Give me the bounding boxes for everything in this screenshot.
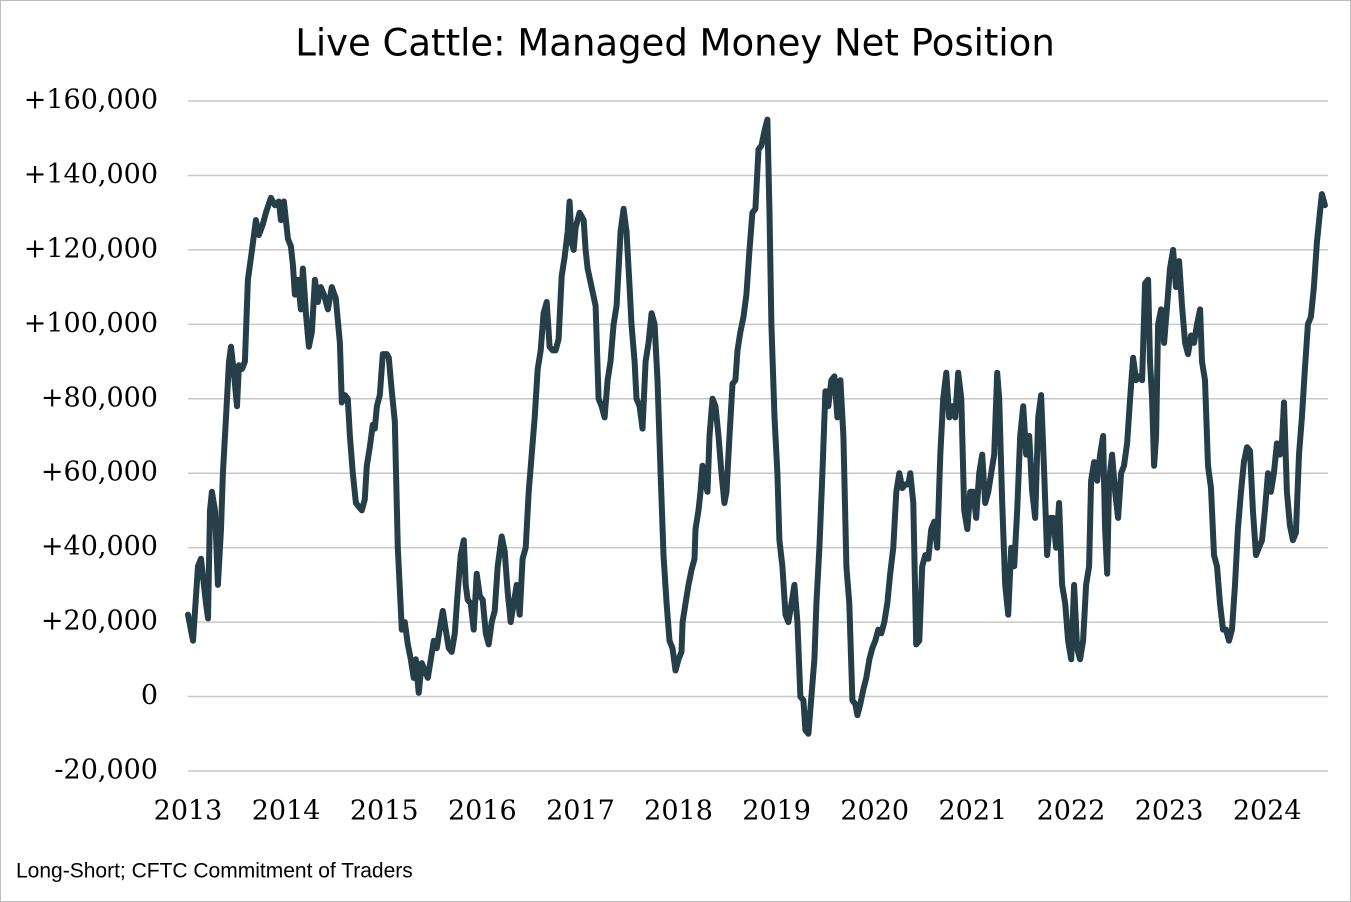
x-tick-label: 2017 <box>546 796 615 827</box>
y-tick-label: +140,000 <box>24 159 158 190</box>
y-tick-label: 0 <box>141 680 158 711</box>
data-line <box>185 116 1328 737</box>
y-tick-label: +160,000 <box>24 85 158 116</box>
x-tick-label: 2023 <box>1135 796 1204 827</box>
x-tick-label: 2020 <box>840 796 909 827</box>
x-tick-label: 2013 <box>154 796 223 827</box>
x-tick-label: 2014 <box>252 796 321 827</box>
y-tick-label: +40,000 <box>41 531 158 562</box>
y-tick-label: +120,000 <box>24 233 158 264</box>
x-tick-label: 2024 <box>1233 796 1302 827</box>
y-tick-label: +20,000 <box>41 606 158 637</box>
x-tick-label: 2021 <box>938 796 1007 827</box>
x-tick-label: 2022 <box>1037 796 1106 827</box>
x-tick-label: 2018 <box>644 796 713 827</box>
x-tick-label: 2016 <box>448 796 517 827</box>
x-tick-label: 2019 <box>742 796 811 827</box>
source-note: Long-Short; CFTC Commitment of Traders <box>16 860 413 883</box>
y-tick-label: -20,000 <box>54 755 158 786</box>
y-tick-label: +80,000 <box>41 382 158 413</box>
y-tick-label: +100,000 <box>24 308 158 339</box>
x-tick-label: 2015 <box>350 796 419 827</box>
y-tick-label: +60,000 <box>41 457 158 488</box>
chart-title: Live Cattle: Managed Money Net Position <box>295 22 1055 65</box>
